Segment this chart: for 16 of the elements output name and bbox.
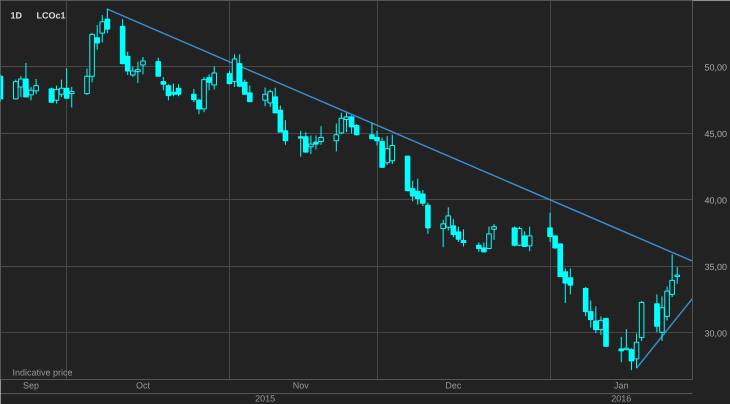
x-tick-label: Oct: [136, 380, 150, 390]
y-tick-label: 50,00: [704, 62, 728, 72]
y-tick-label: 45,00: [704, 128, 728, 139]
candlestick: [155, 57, 162, 77]
y-tick-label: 30,00: [704, 328, 728, 338]
annotation: Indicative price: [12, 368, 73, 378]
y-tick-label: 40,00: [704, 195, 728, 206]
x2-tick-label: 2015: [255, 394, 276, 404]
x2-tick-label: 2016: [611, 394, 632, 404]
x-tick-label: Nov: [292, 380, 310, 390]
x-tick-label: Dec: [445, 380, 462, 390]
x-tick-label: Sep: [23, 380, 40, 390]
text: 1D: [10, 10, 23, 20]
y-tick-label: 35,00: [704, 262, 728, 272]
x-tick-label: Jan: [614, 380, 629, 390]
text: LCOc1: [36, 10, 66, 20]
